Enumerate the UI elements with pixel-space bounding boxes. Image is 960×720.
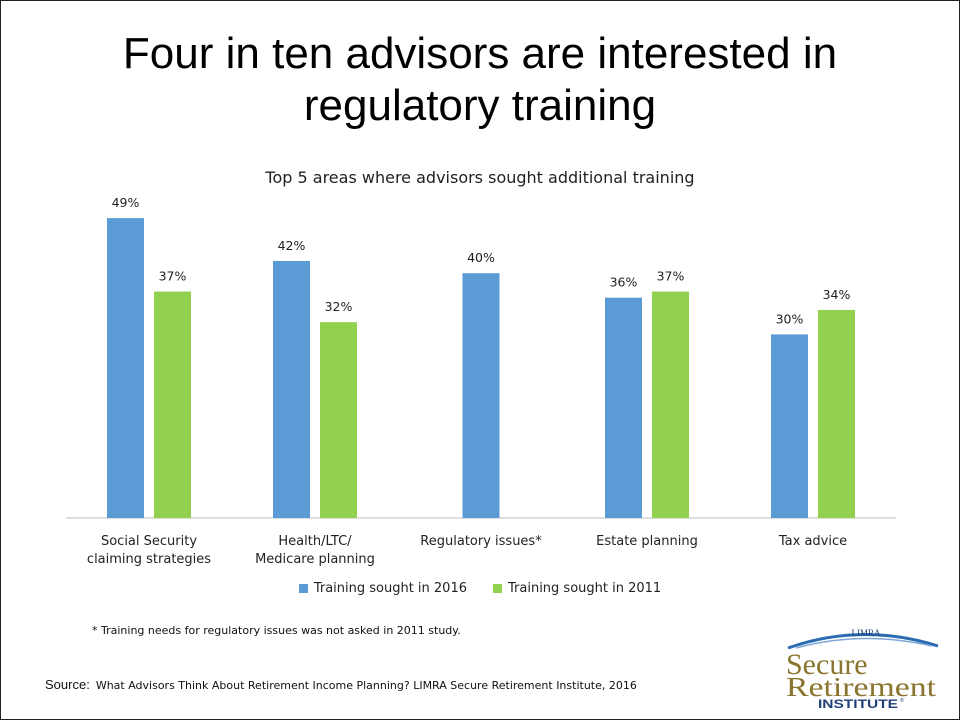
logo-trademark: ®	[900, 697, 904, 704]
source-line: Source: What Advisors Think About Retirem…	[45, 677, 637, 692]
slide-title: Four in ten advisors are interested in r…	[0, 28, 960, 132]
chart-title: Top 5 areas where advisors sought additi…	[265, 168, 695, 187]
logo-limra-text: LIMRA	[852, 628, 882, 638]
data-label-3-series-1: 40%	[467, 250, 495, 265]
bar-4-series-2	[652, 291, 689, 518]
legend-item-2016: Training sought in 2016	[298, 581, 467, 596]
legend-item-2011: Training sought in 2011	[493, 581, 661, 596]
title-line-1: Four in ten advisors are interested in	[122, 29, 838, 78]
legend-label-2011: Training sought in 2011	[508, 581, 662, 596]
category-label-2: Health/LTC/Medicare planning	[255, 534, 375, 567]
data-label-5-series-1: 30%	[776, 311, 804, 326]
data-label-2-series-2: 32%	[325, 299, 353, 314]
data-label-1-series-2: 37%	[159, 269, 187, 284]
bar-1-series-1	[107, 218, 144, 518]
data-label-4-series-2: 37%	[657, 269, 685, 284]
bar-5-series-2	[818, 309, 855, 518]
bar-2-series-1	[273, 260, 310, 518]
bar-1-series-2	[154, 291, 191, 518]
data-label-4-series-1: 36%	[610, 275, 638, 290]
bar-2-series-2	[320, 322, 357, 518]
legend-swatch-2011	[493, 584, 502, 593]
legend-swatch-2016	[298, 584, 308, 593]
category-label-3: Regulatory issues*	[420, 534, 542, 549]
category-label-1: Social Security claiming strategies	[87, 534, 211, 567]
logo-institute-text: INSTITUTE	[818, 697, 898, 710]
footnote: * Training needs for regulatory issues w…	[92, 624, 461, 637]
category-label-5: Tax advice	[778, 534, 847, 549]
bar-4-series-1	[605, 297, 642, 518]
bar-5-series-1	[771, 334, 808, 518]
data-label-5-series-2: 34%	[823, 287, 851, 302]
title-line-2: regulatory training	[303, 81, 657, 130]
bar-3-series-1	[462, 273, 500, 518]
source-text: What Advisors Think About Retirement Inc…	[95, 679, 637, 692]
secure-retirement-institute-logo: LIMRA Secure Retirement INSTITUTE ®	[786, 628, 939, 710]
legend-label-2016: Training sought in 2016	[313, 581, 467, 596]
logo-secure-text: Secure	[786, 648, 868, 681]
source-label: Source:	[45, 677, 90, 692]
data-label-1-series-1: 49%	[112, 195, 140, 210]
chart-legend: Training sought in 2016 Training sought …	[0, 581, 960, 596]
logo-retirement-text: Retirement	[786, 672, 937, 702]
category-label-4: Estate planning	[596, 534, 698, 549]
data-label-2-series-1: 42%	[278, 238, 306, 253]
